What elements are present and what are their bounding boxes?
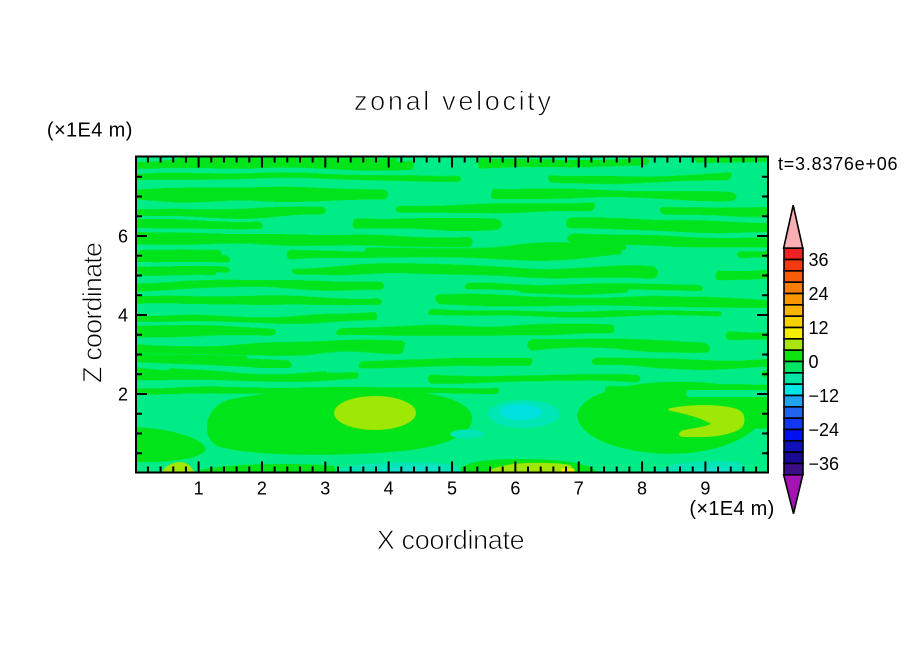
svg-text:12: 12 [809,318,829,338]
svg-text:(×1E4 m): (×1E4 m) [47,119,132,141]
svg-text:(×1E4 m): (×1E4 m) [689,498,774,520]
svg-text:4: 4 [384,478,394,498]
svg-text:−36: −36 [809,454,840,474]
svg-text:−24: −24 [809,420,840,440]
svg-text:6: 6 [510,478,520,498]
svg-text:2: 2 [118,384,128,404]
svg-text:6: 6 [118,226,128,246]
svg-text:0: 0 [809,352,819,372]
svg-text:7: 7 [574,478,584,498]
svg-text:2: 2 [257,478,267,498]
svg-text:X coordinate: X coordinate [377,525,525,555]
svg-text:−12: −12 [809,386,840,406]
svg-text:t=3.8376e+06: t=3.8376e+06 [778,154,898,174]
svg-text:3: 3 [320,478,330,498]
svg-text:zonal velocity: zonal velocity [354,86,552,116]
svg-text:5: 5 [447,478,457,498]
svg-text:Z coordinate: Z coordinate [78,242,108,383]
svg-text:4: 4 [118,305,128,325]
svg-text:24: 24 [809,284,829,304]
svg-text:36: 36 [809,250,829,270]
svg-text:9: 9 [700,478,710,498]
svg-text:1: 1 [194,478,204,498]
svg-text:8: 8 [637,478,647,498]
